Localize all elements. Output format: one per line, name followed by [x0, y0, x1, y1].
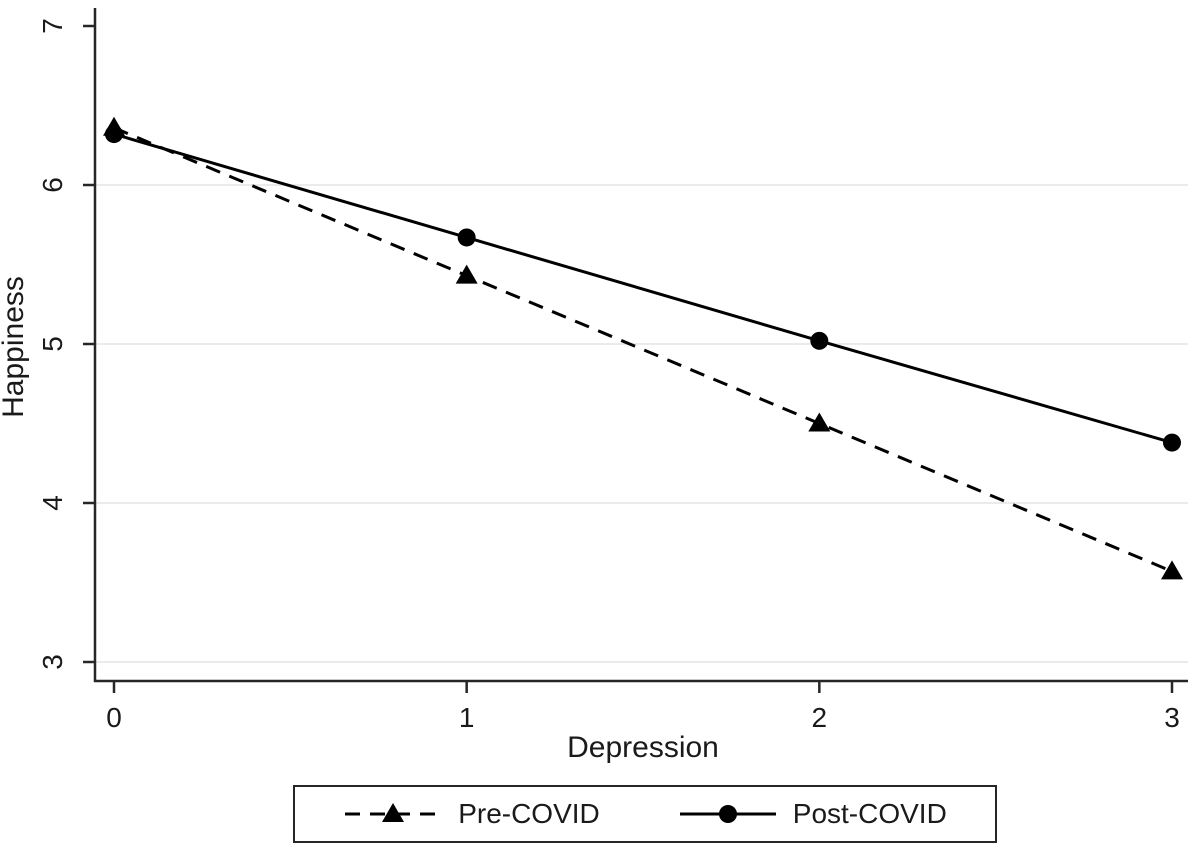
- x-tick-label-0: 0: [106, 702, 122, 733]
- dashed-triangle-line-icon: [345, 803, 442, 822]
- series-line-0: [113, 126, 1173, 573]
- series-lines: [103, 116, 1183, 580]
- solid-circle-line-icon: [679, 805, 776, 823]
- gridlines: [96, 184, 1188, 663]
- legend: Pre-COVID Post-COVID: [293, 785, 997, 843]
- x-tick-label-3: 3: [1164, 702, 1180, 733]
- legend-label-post-covid: Post-COVID: [792, 798, 947, 829]
- legend-label-pre-covid: Pre-COVID: [458, 798, 600, 829]
- y-tick-label-6: 6: [37, 177, 68, 193]
- y-tick-label-4: 4: [37, 495, 68, 511]
- y-ticks: 3 4 5 6 7: [37, 18, 95, 670]
- legend-item-pre-covid: Pre-COVID: [343, 798, 600, 830]
- x-tick-label-1: 1: [459, 702, 475, 733]
- series-line-1: [113, 132, 1173, 445]
- x-ticks: 0 1 2 3: [106, 681, 1180, 733]
- x-tick-label-2: 2: [812, 702, 828, 733]
- legend-item-post-covid: Post-COVID: [678, 798, 947, 830]
- x-axis-title: Depression: [567, 731, 719, 764]
- y-axis-title: Happiness: [0, 276, 30, 418]
- y-tick-label-5: 5: [37, 336, 68, 352]
- y-tick-label-3: 3: [37, 654, 68, 670]
- y-tick-label-7: 7: [37, 18, 68, 34]
